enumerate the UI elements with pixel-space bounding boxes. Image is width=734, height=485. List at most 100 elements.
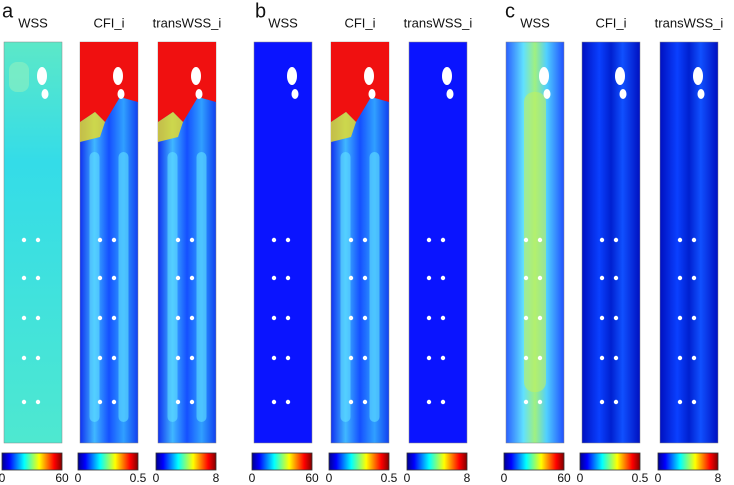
opening [677, 275, 683, 281]
opening [537, 399, 543, 405]
colorbar-tick: 0.5 [632, 471, 649, 485]
map-streak [524, 92, 546, 392]
opening [599, 355, 605, 361]
opening [35, 237, 41, 243]
opening [113, 67, 123, 85]
opening [111, 275, 117, 281]
opening [426, 275, 432, 281]
opening [613, 355, 619, 361]
map [408, 41, 468, 444]
opening [426, 355, 432, 361]
opening [599, 399, 605, 405]
map-streak [196, 152, 207, 422]
opening [175, 237, 181, 243]
opening [35, 399, 41, 405]
opening [285, 237, 291, 243]
opening [537, 275, 543, 281]
map-hot-region [331, 42, 389, 122]
colorbar-tick: 8 [213, 471, 220, 485]
opening [348, 237, 354, 243]
opening [97, 237, 103, 243]
opening [523, 315, 529, 321]
opening [440, 355, 446, 361]
opening [285, 399, 291, 405]
colorbar [155, 452, 217, 471]
map-warm-band [80, 112, 105, 142]
colorbar [328, 452, 390, 471]
opening [271, 355, 277, 361]
opening [426, 237, 432, 243]
opening [189, 355, 195, 361]
opening [440, 399, 446, 405]
opening [117, 89, 125, 99]
opening [440, 275, 446, 281]
opening [537, 237, 543, 243]
colorbar [77, 452, 139, 471]
map [581, 41, 641, 444]
opening [677, 399, 683, 405]
colorbar-tick: 0.5 [130, 471, 147, 485]
map-title: CFI_i [344, 15, 375, 30]
opening [195, 89, 203, 99]
map-warm-band [158, 112, 183, 142]
opening [348, 355, 354, 361]
opening [440, 237, 446, 243]
opening [271, 315, 277, 321]
opening [362, 355, 368, 361]
opening [599, 315, 605, 321]
opening [677, 355, 683, 361]
colorbar-tick: 0.5 [381, 471, 398, 485]
opening [35, 275, 41, 281]
map-streak [167, 152, 178, 422]
panel-label: b [255, 0, 266, 22]
opening [613, 315, 619, 321]
map-title: CFI_i [93, 15, 124, 30]
opening [41, 89, 49, 99]
opening [523, 355, 529, 361]
colorbar-tick: 0 [404, 471, 411, 485]
colorbar-tick: 60 [55, 471, 69, 485]
opening [691, 237, 697, 243]
map-title: WSS [520, 15, 550, 30]
opening [97, 399, 103, 405]
opening [271, 275, 277, 281]
opening [426, 399, 432, 405]
opening [362, 275, 368, 281]
map-streak [118, 152, 129, 422]
map-streak [340, 152, 351, 422]
opening [21, 399, 27, 405]
opening [21, 237, 27, 243]
opening [619, 89, 627, 99]
map-title: transWSS_i [153, 15, 222, 30]
opening [191, 67, 201, 85]
opening [615, 67, 625, 85]
opening [175, 399, 181, 405]
opening [442, 67, 452, 85]
colorbar-tick: 0 [577, 471, 584, 485]
opening [175, 315, 181, 321]
colorbar-tick: 0 [326, 471, 333, 485]
opening [426, 315, 432, 321]
opening [446, 89, 454, 99]
opening [287, 67, 297, 85]
opening [189, 315, 195, 321]
opening [285, 355, 291, 361]
colorbar-tick: 0 [153, 471, 160, 485]
opening [537, 315, 543, 321]
opening [599, 237, 605, 243]
opening [599, 275, 605, 281]
opening [271, 237, 277, 243]
map-spot [9, 62, 29, 92]
opening [523, 399, 529, 405]
opening [677, 315, 683, 321]
opening [37, 67, 47, 85]
map [3, 41, 63, 444]
opening [285, 275, 291, 281]
opening [539, 67, 549, 85]
opening [693, 67, 703, 85]
map-hot-region [80, 42, 138, 122]
opening [613, 237, 619, 243]
opening [523, 237, 529, 243]
opening [97, 355, 103, 361]
map-hot-region [158, 42, 216, 122]
